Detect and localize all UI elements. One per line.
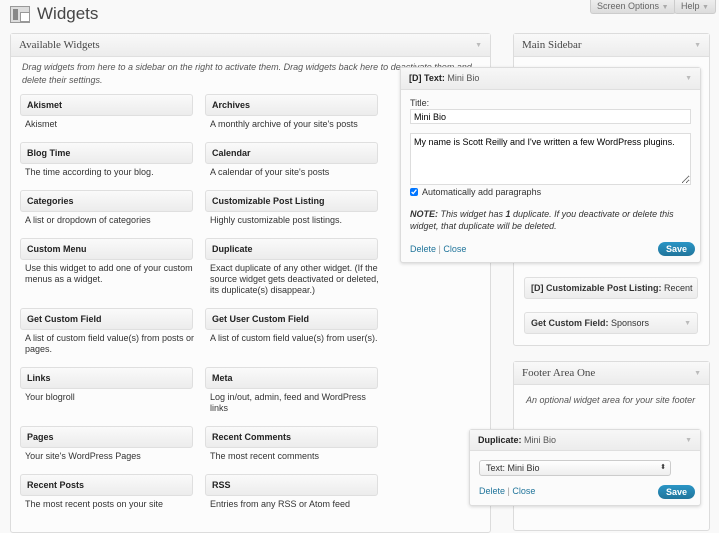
sidebar-widget[interactable]: Get Custom Field: Sponsors ▼ [524,312,698,334]
toggle-arrow-icon[interactable]: ▼ [685,75,692,82]
widget-description: A list of custom field value(s) from pos… [25,333,195,354]
main-sidebar-header[interactable]: Main Sidebar ▼ [514,34,709,57]
widget-description: Entries from any RSS or Atom feed [210,499,351,509]
widget-get-custom-field[interactable]: Get Custom Field [20,308,193,330]
widget-rss[interactable]: RSS [205,474,378,496]
widget-type: [D] Customizable Post Listing: [531,283,662,293]
select-value: Text: Mini Bio [486,463,540,473]
footer-area-one-header[interactable]: Footer Area One ▼ [514,362,709,385]
close-link[interactable]: Close [512,486,536,496]
widget-duplicate[interactable]: Duplicate [205,238,378,260]
text-widget-header[interactable]: [D] Text: Mini Bio ▼ [401,68,700,90]
toggle-arrow-icon[interactable]: ▼ [684,320,691,327]
toggle-arrow-icon[interactable]: ▼ [694,41,701,49]
widget-customizable-post-listing[interactable]: Customizable Post Listing [205,190,378,212]
content-textarea[interactable]: My name is Scott Reilly and I've written… [410,133,691,185]
text-widget-editor: [D] Text: Mini Bio ▼ Title: My name is Sc… [400,67,701,263]
widget-description: A calendar of your site's posts [210,167,330,177]
page-title: Widgets [37,4,99,23]
note-count: 1 [505,209,511,219]
chevron-down-icon: ▼ [661,4,669,11]
available-widgets-header[interactable]: Available Widgets ▼ [11,34,490,57]
panel-title: Footer Area One [522,367,596,379]
widget-blog-time[interactable]: Blog Time [20,142,193,164]
widget-type: Duplicate: [478,435,522,445]
auto-paragraphs-label: Automatically add paragraphs [422,187,542,197]
widget-description: Use this widget to add one of your custo… [25,263,193,284]
auto-paragraphs-option[interactable]: Automatically add paragraphs [410,187,541,197]
duplicate-note: NOTE: This widget has 1 duplicate. If yo… [410,208,695,232]
widget-name: Mini Bio [447,73,480,83]
duplicate-widget-editor: Duplicate: Mini Bio ▼ Text: Mini Bio ⬍ Del… [469,429,701,506]
widget-type: Get Custom Field: [531,318,609,328]
auto-paragraphs-checkbox[interactable] [410,188,418,196]
toggle-arrow-icon[interactable]: ▼ [475,41,482,49]
widget-description: Exact duplicate of any other widget. (If… [210,263,379,295]
note-text: This widget has [438,209,506,219]
save-button[interactable]: Save [658,242,696,256]
source-widget-select[interactable]: Text: Mini Bio ⬍ [479,460,671,476]
widget-description: A monthly archive of your site's posts [210,119,358,129]
widget-description: A list of custom field value(s) from use… [210,333,378,343]
panel-title: Available Widgets [19,39,100,51]
widget-pages[interactable]: Pages [20,426,193,448]
separator: | [438,244,441,254]
chevron-down-icon: ▼ [702,4,709,11]
title-input[interactable] [410,109,691,124]
widget-recent-comments[interactable]: Recent Comments [205,426,378,448]
widget-recent-posts[interactable]: Recent Posts [20,474,193,496]
panel-title: Main Sidebar [522,39,582,51]
save-button[interactable]: Save [658,485,696,499]
delete-link[interactable]: Delete [479,486,506,496]
sidebar-widget[interactable]: [D] Customizable Post Listing: Recent [524,277,698,299]
widget-archives[interactable]: Archives [205,94,378,116]
widget-links[interactable]: Links [20,367,193,389]
widget-description: Your site's WordPress Pages [25,451,141,461]
duplicate-widget-header[interactable]: Duplicate: Mini Bio ▼ [470,430,700,451]
widget-name: Recent [664,283,693,293]
widget-meta[interactable]: Meta [205,367,378,389]
widget-calendar[interactable]: Calendar [205,142,378,164]
sidebar-description: An optional widget area for your site fo… [526,395,696,405]
widget-description: Akismet [25,119,58,129]
screen-options-label: Screen Options [597,1,660,11]
help-button[interactable]: Help ▼ [674,0,716,14]
available-widgets-intro: Drag widgets from here to a sidebar on t… [22,62,472,85]
select-arrows-icon: ⬍ [660,464,666,471]
widgets-page-icon [10,6,30,23]
widget-description: Your blogroll [25,392,75,402]
close-link[interactable]: Close [443,244,467,254]
note-label: NOTE: [410,209,438,219]
toggle-arrow-icon[interactable]: ▼ [685,437,692,444]
widget-description: Highly customizable post listings. [210,215,343,225]
toggle-arrow-icon[interactable]: ▼ [694,369,701,377]
widget-name: Mini Bio [524,435,557,445]
widget-description: The time according to your blog. [25,167,154,177]
widget-name: Sponsors [611,318,650,328]
separator: | [507,486,510,496]
screen-options-button[interactable]: Screen Options ▼ [590,0,676,14]
widget-categories[interactable]: Categories [20,190,193,212]
widget-akismet[interactable]: Akismet [20,94,193,116]
note-text: duplicate. If you deactivate or delete t… [410,209,674,231]
widget-type: [D] Text: [409,73,445,83]
title-label: Title: [410,98,430,108]
widget-description: The most recent posts on your site [25,499,164,509]
help-label: Help [681,1,700,11]
widget-description: The most recent comments [210,451,320,461]
widget-get-user-custom-field[interactable]: Get User Custom Field [205,308,378,330]
widget-custom-menu[interactable]: Custom Menu [20,238,193,260]
widget-description: A list or dropdown of categories [25,215,151,225]
widget-description: Log in/out, admin, feed and WordPress li… [210,392,366,413]
delete-link[interactable]: Delete [410,244,437,254]
